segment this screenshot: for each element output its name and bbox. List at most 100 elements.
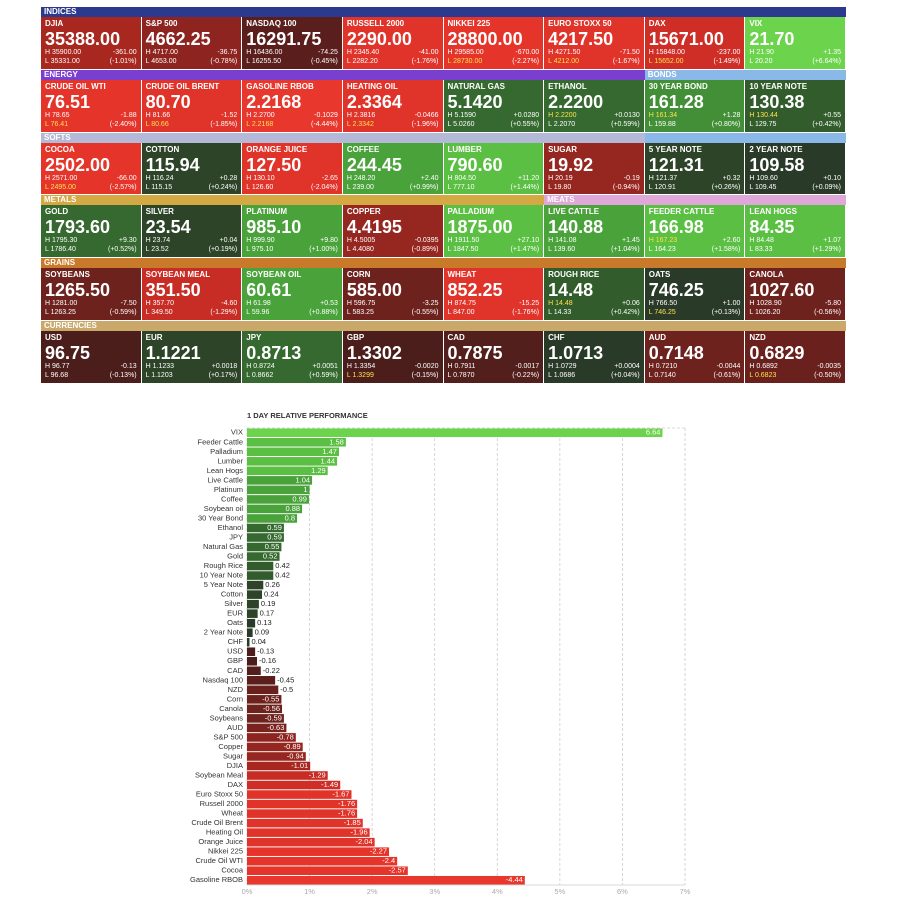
tile-change: -3.25 <box>422 300 439 308</box>
tile-price: 5.1420 <box>447 91 503 112</box>
tile-change: +0.32 <box>722 174 741 182</box>
data-label: -2.04 <box>356 837 373 846</box>
bar <box>247 733 296 742</box>
tile-change: -36.75 <box>217 49 238 56</box>
tile-low: L 76.41 <box>45 120 69 128</box>
chart-title: 1 DAY RELATIVE PERFORMANCE <box>247 411 368 420</box>
tile-price: 1027.60 <box>749 280 815 301</box>
tile-change: -2.65 <box>321 174 338 182</box>
tile-price: 166.98 <box>648 217 704 238</box>
tile-percent: (+0.59%) <box>309 371 338 379</box>
y-tick-label: AUD <box>227 723 243 732</box>
tile-high: H 1.3354 <box>346 362 376 370</box>
tile-name: WHEAT <box>447 270 477 280</box>
tile-low: L 16255.50 <box>246 58 282 65</box>
tile-change: -15.25 <box>519 300 540 308</box>
tile-percent: (-0.22%) <box>512 371 540 379</box>
tile: COCOA 2502.00 H 2571.00 -66.00 L 2495.00 (-2.… <box>41 142 142 196</box>
tile-high: H 14.48 <box>548 300 573 308</box>
bar <box>247 847 390 856</box>
tile-low: L 19.80 <box>548 183 572 191</box>
tile-high: H 78.65 <box>45 111 70 119</box>
tile-price: 19.92 <box>548 154 594 175</box>
data-label: -0.56 <box>263 704 280 713</box>
tile-percent: (+0.59%) <box>611 120 640 128</box>
tile-low: L 14.33 <box>548 309 572 317</box>
tile-percent: (-1.76%) <box>512 309 540 317</box>
tile-low: L 847.00 <box>447 309 475 317</box>
bar <box>247 780 341 790</box>
tile-percent: (+0.55%) <box>510 120 540 128</box>
bar <box>247 656 258 666</box>
data-label: 0.17 <box>260 609 275 618</box>
tile-percent: (+0.24%) <box>208 183 238 191</box>
tile-percent: (-2.40%) <box>109 120 137 128</box>
data-label: -1.96 <box>351 828 368 837</box>
tile: GBP 1.3302 H 1.3354 -0.0020 L 1.3299 (-0.15%) <box>342 330 444 384</box>
tile-high: H 130.10 <box>246 174 275 182</box>
tile-name: ORANGE JUICE <box>246 144 308 154</box>
data-label: -0.55 <box>262 694 279 703</box>
tile-low: L 4.4080 <box>346 246 374 254</box>
tile-price: 2.3364 <box>346 91 402 112</box>
tile: CRUDE OIL BRENT 80.70 H 81.66 -1.52 L 80.66 (… <box>141 79 243 133</box>
bar <box>247 752 306 761</box>
tile-high: H 804.50 <box>447 174 476 182</box>
bar <box>247 504 303 514</box>
tile-change: +0.0018 <box>211 362 238 370</box>
tile-name: S&P 500 <box>145 19 178 28</box>
tile-high: H 2571.00 <box>45 174 78 182</box>
tile-price: 28800.00 <box>447 29 523 49</box>
bar <box>247 476 313 485</box>
tile-name: LEAN HOGS <box>749 207 797 217</box>
tile-high: H 0.7210 <box>648 362 678 370</box>
bar <box>247 495 309 504</box>
tile-change: -7.50 <box>120 300 137 308</box>
tile-percent: (+0.04%) <box>611 371 640 379</box>
tile-name: GASOLINE RBOB <box>246 81 314 91</box>
data-label: 0.24 <box>264 590 279 599</box>
tile-low: L 115.15 <box>145 183 173 191</box>
tile-change: -0.0395 <box>414 237 439 245</box>
tile-low: L 4212.00 <box>548 58 580 65</box>
tile-price: 76.51 <box>45 91 91 112</box>
tile-price: 0.7148 <box>648 342 704 363</box>
tile-high: H 96.77 <box>45 362 70 370</box>
tile: RUSSELL 2000 2290.00 H 2345.40 -41.00 L 2282… <box>342 17 444 70</box>
data-label: 1.29 <box>311 466 326 475</box>
tile-name: HEATING OIL <box>346 81 398 91</box>
tile-change: +0.06 <box>622 300 640 308</box>
tile-high: H 1281.00 <box>45 300 78 308</box>
tile-price: 4.4195 <box>346 217 402 238</box>
y-tick-label: Cocoa <box>221 866 244 875</box>
tile-name: DAX <box>648 19 666 28</box>
tile-name: 10 YEAR NOTE <box>749 81 808 91</box>
y-tick-label: Platinum <box>214 485 243 494</box>
tile-change: +0.28 <box>219 174 238 182</box>
tile-price: 4662.25 <box>145 29 211 49</box>
tile-price: 2.2168 <box>246 91 302 112</box>
x-tick-label: 2% <box>367 887 378 896</box>
y-tick-label: Feeder Cattle <box>198 437 243 446</box>
tile-percent: (-0.59%) <box>109 309 137 317</box>
y-tick-label: Corn <box>227 694 243 703</box>
tile-change: +1.07 <box>823 237 841 245</box>
tile: LIVE CATTLE 140.88 H 141.08 +1.45 L 139.60 (+… <box>544 205 645 259</box>
data-label: 6.64 <box>646 428 661 437</box>
tile-percent: (-1.29%) <box>210 309 238 317</box>
data-label: 0.04 <box>252 637 267 646</box>
tile-high: H 248.20 <box>346 174 376 182</box>
data-label: -2.4 <box>382 856 395 865</box>
data-label: 0.19 <box>261 599 276 608</box>
tile-row: USD 96.75 H 96.77 -0.13 L 96.68 (-0.13%) EUR 1.… <box>41 330 846 384</box>
tile-high: H 2.2700 <box>246 111 275 119</box>
x-tick-label: 7% <box>680 887 691 896</box>
bar <box>247 514 298 523</box>
tile: CAD 0.7875 H 0.7911 -0.0017 L 0.7870 (-0.22%) <box>443 330 545 384</box>
tile-price: 1.1221 <box>145 342 201 363</box>
tile: PLATINUM 985.10 H 999.90 +9.80 L 975.10 (+1.0… <box>242 205 343 259</box>
tile-row: SOYBEANS 1265.50 H 1281.00 -7.50 L 1263.25 (-… <box>41 268 846 321</box>
y-tick-label: CHF <box>228 637 244 646</box>
tile-name: COPPER <box>346 207 381 217</box>
